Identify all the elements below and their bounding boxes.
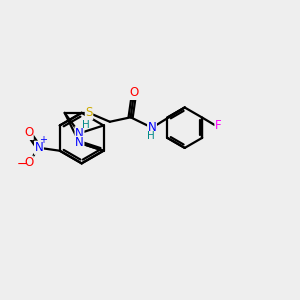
Text: O: O	[129, 86, 138, 99]
Text: N: N	[34, 141, 43, 154]
Text: O: O	[24, 126, 33, 140]
Text: +: +	[39, 135, 47, 145]
Text: −: −	[17, 158, 27, 171]
Text: F: F	[215, 118, 222, 131]
Text: N: N	[75, 127, 84, 140]
Text: O: O	[24, 156, 33, 169]
Text: N: N	[75, 136, 84, 149]
Text: S: S	[85, 106, 93, 119]
Text: H: H	[147, 131, 154, 141]
Text: N: N	[148, 121, 156, 134]
Text: H: H	[82, 120, 90, 130]
